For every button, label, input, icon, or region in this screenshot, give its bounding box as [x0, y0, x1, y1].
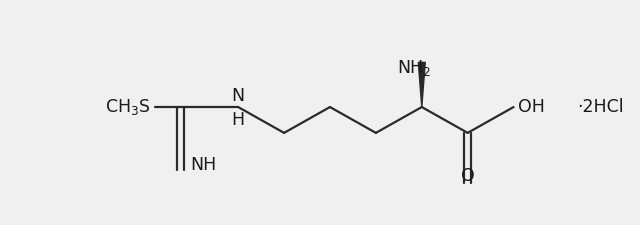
Text: NH: NH — [190, 156, 216, 174]
Text: N: N — [232, 87, 244, 105]
Text: H: H — [232, 111, 244, 129]
Polygon shape — [419, 62, 425, 107]
Text: CH$_3$S: CH$_3$S — [105, 97, 150, 117]
Text: ·2HCl: ·2HCl — [577, 98, 624, 116]
Text: O: O — [461, 166, 474, 184]
Text: NH$_2$: NH$_2$ — [397, 58, 431, 78]
Text: OH: OH — [518, 98, 545, 116]
